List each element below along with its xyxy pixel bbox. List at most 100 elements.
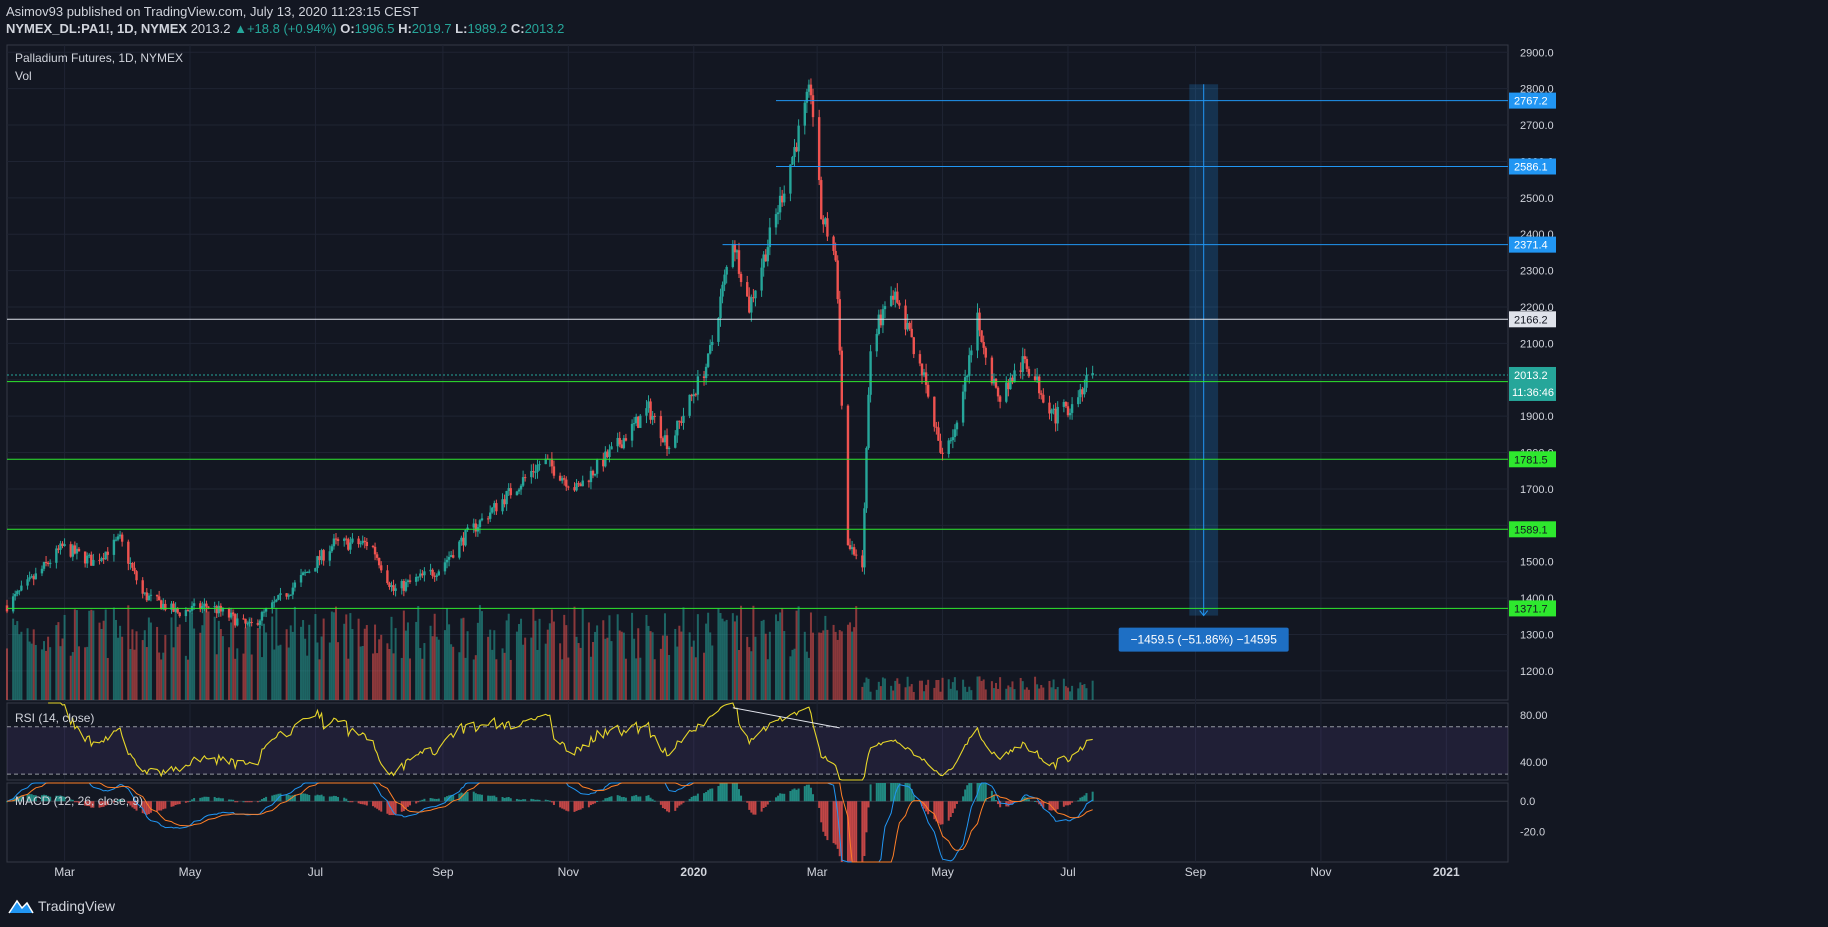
volume-bar [213, 616, 216, 700]
volume-bar [1027, 689, 1030, 700]
volume-bar [450, 644, 453, 700]
macd-histogram-bar [795, 789, 798, 802]
volume-bar [1081, 684, 1084, 700]
volume-bar [777, 621, 780, 700]
volume-bar [740, 605, 743, 700]
candle-body [299, 575, 303, 583]
rsi-divergence-trendline [732, 707, 840, 729]
candle-body [951, 437, 955, 441]
macd-histogram-bar [797, 788, 800, 802]
candle-body [116, 536, 120, 540]
candle-body [314, 568, 317, 572]
macd-histogram-bar [1009, 801, 1012, 805]
candle-body [277, 595, 280, 600]
volume-bar [178, 624, 181, 700]
macd-histogram-bar [248, 801, 251, 803]
volume-bar [812, 632, 815, 700]
volume-bar [394, 628, 397, 700]
macd-histogram-bar [548, 800, 551, 802]
candle-body [634, 416, 638, 424]
candle-body [390, 585, 393, 588]
macd-histogram-bar [404, 801, 407, 809]
volume-bar [129, 649, 132, 700]
macd-histogram-bar [984, 783, 987, 802]
volume-bar [285, 629, 288, 700]
macd-histogram-bar [927, 801, 930, 815]
up-triangle-icon: ▲ [234, 21, 247, 36]
macd-histogram-bar [121, 799, 124, 802]
volume-bar [244, 627, 247, 700]
volume-bar [14, 625, 17, 700]
candle-body [507, 488, 510, 491]
candle-body [937, 427, 940, 441]
macd-histogram-bar [853, 801, 856, 862]
volume-bar [925, 684, 928, 700]
candle-body [112, 539, 116, 555]
macd-histogram-bar [904, 783, 907, 802]
candle-body [493, 503, 496, 508]
candle-body [135, 571, 138, 581]
volume-bar [291, 631, 294, 700]
macd-histogram-bar [40, 795, 43, 802]
volume-bar [992, 688, 995, 700]
macd-histogram-bar [748, 801, 751, 810]
macd-histogram-bar [487, 795, 490, 802]
volume-bar [863, 682, 866, 700]
macd-histogram-bar [550, 801, 553, 803]
candle-body [85, 555, 89, 564]
candle-body [688, 394, 691, 416]
macd-histogram-bar [265, 796, 268, 802]
volume-bar [45, 650, 48, 700]
macd-title: MACD (12, 26, close, 9) [15, 794, 144, 808]
candle-body [778, 195, 782, 213]
candle-body [665, 435, 669, 450]
candle-body [421, 573, 424, 576]
volume-bar [464, 657, 467, 700]
candle-body [589, 470, 593, 483]
volume-bar [409, 658, 412, 700]
volume-bar [59, 646, 62, 700]
macd-histogram-bar [349, 801, 352, 803]
volume-bar [596, 625, 599, 700]
volume-bar [351, 629, 354, 700]
volume-bar [466, 631, 469, 700]
macd-histogram-bar [493, 795, 496, 802]
candle-body [361, 540, 364, 544]
macd-histogram-bar [357, 801, 360, 804]
candle-body [521, 477, 525, 486]
volume-bar [1021, 681, 1024, 700]
volume-bar [493, 630, 496, 700]
macd-histogram-bar [631, 796, 634, 802]
volume-bar [709, 632, 712, 700]
macd-histogram-bar [910, 789, 913, 802]
volume-bar [941, 677, 944, 700]
candle-body [155, 594, 159, 597]
volume-bar [1038, 688, 1041, 700]
candle-body [1011, 377, 1014, 383]
macd-histogram-bar [840, 801, 843, 862]
macd-histogram-bar [390, 801, 393, 816]
candle-body [1019, 370, 1022, 372]
macd-histogram-bar [476, 794, 479, 802]
candle-body [172, 603, 175, 612]
candle-body [746, 282, 749, 297]
volume-bar [55, 625, 58, 700]
macd-histogram-bar [610, 796, 613, 802]
macd-histogram-bar [809, 787, 812, 802]
volume-bar [838, 630, 841, 700]
macd-histogram-bar [682, 801, 685, 803]
volume-bar [308, 624, 311, 700]
tradingview-footer[interactable]: TradingView [8, 897, 115, 915]
volume-bar [207, 611, 210, 700]
macd-histogram-bar [378, 801, 381, 811]
candle-body [145, 592, 149, 601]
candle-body [737, 250, 741, 274]
macd-tick-label: 0.0 [1520, 796, 1535, 808]
volume-bar [575, 636, 578, 700]
volume-bar [883, 678, 886, 700]
candle-body [207, 606, 210, 608]
candle-body [34, 573, 37, 580]
symbol-name[interactable]: NYMEX_DL:PA1!, 1D, NYMEX [6, 21, 188, 36]
volume-bar [289, 625, 292, 700]
